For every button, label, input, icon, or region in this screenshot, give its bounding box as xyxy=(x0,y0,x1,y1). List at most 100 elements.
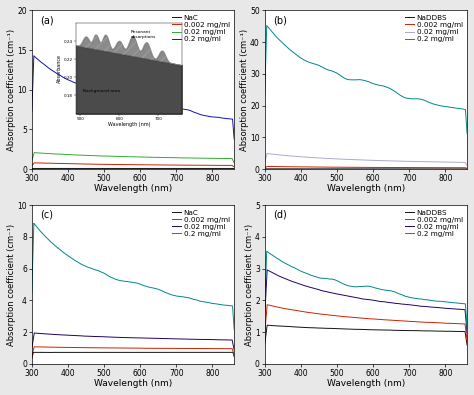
Legend: NaDDBS, 0.002 mg/ml, 0.02 mg/ml, 0.2 mg/ml: NaDDBS, 0.002 mg/ml, 0.02 mg/ml, 0.2 mg/… xyxy=(404,14,464,43)
0.002 mg/ml xyxy=(264,164,270,169)
NaDDBS xyxy=(372,166,377,171)
NaC xyxy=(227,350,233,355)
0.002 mg/ml xyxy=(464,166,470,171)
0.2 mg/ml xyxy=(127,280,132,284)
NaDDBS xyxy=(360,327,365,332)
0.002 mg/ml xyxy=(139,346,145,350)
0.2 mg/ml xyxy=(126,279,131,284)
0.002 mg/ml xyxy=(227,163,233,168)
0.002 mg/ml xyxy=(231,165,237,169)
NaDDBS xyxy=(360,166,365,171)
0.2 mg/ml xyxy=(358,284,364,289)
NaDDBS xyxy=(263,166,268,171)
0.002 mg/ml xyxy=(428,320,434,325)
NaC xyxy=(139,166,145,171)
NaDDBS xyxy=(464,342,470,347)
0.02 mg/ml xyxy=(360,158,365,162)
0.002 mg/ml xyxy=(262,166,267,170)
0.002 mg/ml xyxy=(372,165,377,170)
0.2 mg/ml xyxy=(126,92,131,97)
Line: 0.2 mg/ml: 0.2 mg/ml xyxy=(264,251,467,328)
NaC xyxy=(125,350,131,355)
0.2 mg/ml xyxy=(29,291,35,295)
0.2 mg/ml xyxy=(460,107,465,111)
Line: 0.02 mg/ml: 0.02 mg/ml xyxy=(264,154,467,165)
0.002 mg/ml xyxy=(464,338,470,343)
NaC xyxy=(30,166,36,171)
0.002 mg/ml xyxy=(127,346,132,350)
0.02 mg/ml xyxy=(231,348,237,352)
0.02 mg/ml xyxy=(464,330,470,335)
0.02 mg/ml xyxy=(139,155,145,160)
0.002 mg/ml xyxy=(150,346,155,351)
X-axis label: Wavelength (nm): Wavelength (nm) xyxy=(327,379,405,388)
0.02 mg/ml xyxy=(195,156,201,160)
0.02 mg/ml xyxy=(428,305,434,310)
0.2 mg/ml xyxy=(383,85,388,89)
Y-axis label: Absorption coefficient (cm⁻¹): Absorption coefficient (cm⁻¹) xyxy=(245,224,254,346)
0.002 mg/ml xyxy=(360,316,365,321)
NaC xyxy=(195,166,201,171)
Line: 0.2 mg/ml: 0.2 mg/ml xyxy=(32,56,234,139)
Legend: NaDDBS, 0.002 mg/ml, 0.02 mg/ml, 0.2 mg/ml: NaDDBS, 0.002 mg/ml, 0.02 mg/ml, 0.2 mg/… xyxy=(404,209,464,238)
NaC xyxy=(195,350,201,355)
NaC xyxy=(227,166,233,171)
0.02 mg/ml xyxy=(372,158,377,163)
0.02 mg/ml xyxy=(360,297,365,301)
NaDDBS xyxy=(264,323,270,327)
Line: 0.02 mg/ml: 0.02 mg/ml xyxy=(32,333,234,350)
NaDDBS xyxy=(262,342,267,347)
0.002 mg/ml xyxy=(262,332,267,337)
0.02 mg/ml xyxy=(127,154,132,159)
Line: 0.002 mg/ml: 0.002 mg/ml xyxy=(32,347,234,355)
0.2 mg/ml xyxy=(195,111,201,116)
0.002 mg/ml xyxy=(264,302,270,307)
0.002 mg/ml xyxy=(126,162,131,167)
Legend: NaC, 0.002 mg/ml, 0.02 mg/ml, 0.2 mg/ml: NaC, 0.002 mg/ml, 0.02 mg/ml, 0.2 mg/ml xyxy=(172,14,230,43)
0.2 mg/ml xyxy=(264,249,270,254)
NaDDBS xyxy=(262,167,267,171)
0.02 mg/ml xyxy=(227,338,233,342)
NaDDBS xyxy=(358,166,364,171)
0.002 mg/ml xyxy=(195,346,201,351)
0.02 mg/ml xyxy=(126,335,131,340)
0.2 mg/ml xyxy=(127,92,132,97)
0.002 mg/ml xyxy=(383,318,388,322)
0.2 mg/ml xyxy=(231,137,237,141)
Line: 0.002 mg/ml: 0.002 mg/ml xyxy=(32,163,234,167)
0.002 mg/ml xyxy=(460,166,465,170)
Text: (b): (b) xyxy=(273,15,287,25)
0.2 mg/ml xyxy=(464,131,470,136)
0.002 mg/ml xyxy=(150,162,155,167)
0.2 mg/ml xyxy=(360,77,365,82)
NaDDBS xyxy=(460,166,465,171)
0.002 mg/ml xyxy=(383,165,388,170)
0.02 mg/ml xyxy=(150,336,155,341)
0.2 mg/ml xyxy=(264,23,270,28)
0.2 mg/ml xyxy=(460,301,465,306)
NaDDBS xyxy=(428,166,434,171)
0.02 mg/ml xyxy=(262,159,267,164)
0.2 mg/ml xyxy=(150,96,155,101)
0.02 mg/ml xyxy=(195,337,201,342)
0.2 mg/ml xyxy=(360,284,365,289)
NaDDBS xyxy=(460,329,465,334)
0.002 mg/ml xyxy=(31,160,37,165)
NaC xyxy=(150,350,155,355)
0.02 mg/ml xyxy=(127,335,132,340)
0.02 mg/ml xyxy=(264,151,270,156)
0.02 mg/ml xyxy=(358,296,364,301)
0.02 mg/ml xyxy=(150,155,155,160)
Legend: NaC, 0.002 mg/ml, 0.02 mg/ml, 0.2 mg/ml: NaC, 0.002 mg/ml, 0.02 mg/ml, 0.2 mg/ml xyxy=(172,209,230,238)
0.02 mg/ml xyxy=(460,307,465,312)
Y-axis label: Absorption coefficient (cm⁻¹): Absorption coefficient (cm⁻¹) xyxy=(240,29,249,151)
0.02 mg/ml xyxy=(227,156,233,161)
0.2 mg/ml xyxy=(262,94,267,99)
Y-axis label: Absorption coefficient (cm⁻¹): Absorption coefficient (cm⁻¹) xyxy=(7,29,16,151)
0.002 mg/ml xyxy=(127,162,132,167)
0.2 mg/ml xyxy=(227,303,233,308)
0.002 mg/ml xyxy=(126,346,131,350)
0.2 mg/ml xyxy=(383,288,388,293)
Y-axis label: Absorption coefficient (cm⁻¹): Absorption coefficient (cm⁻¹) xyxy=(7,224,16,346)
0.002 mg/ml xyxy=(360,165,365,170)
